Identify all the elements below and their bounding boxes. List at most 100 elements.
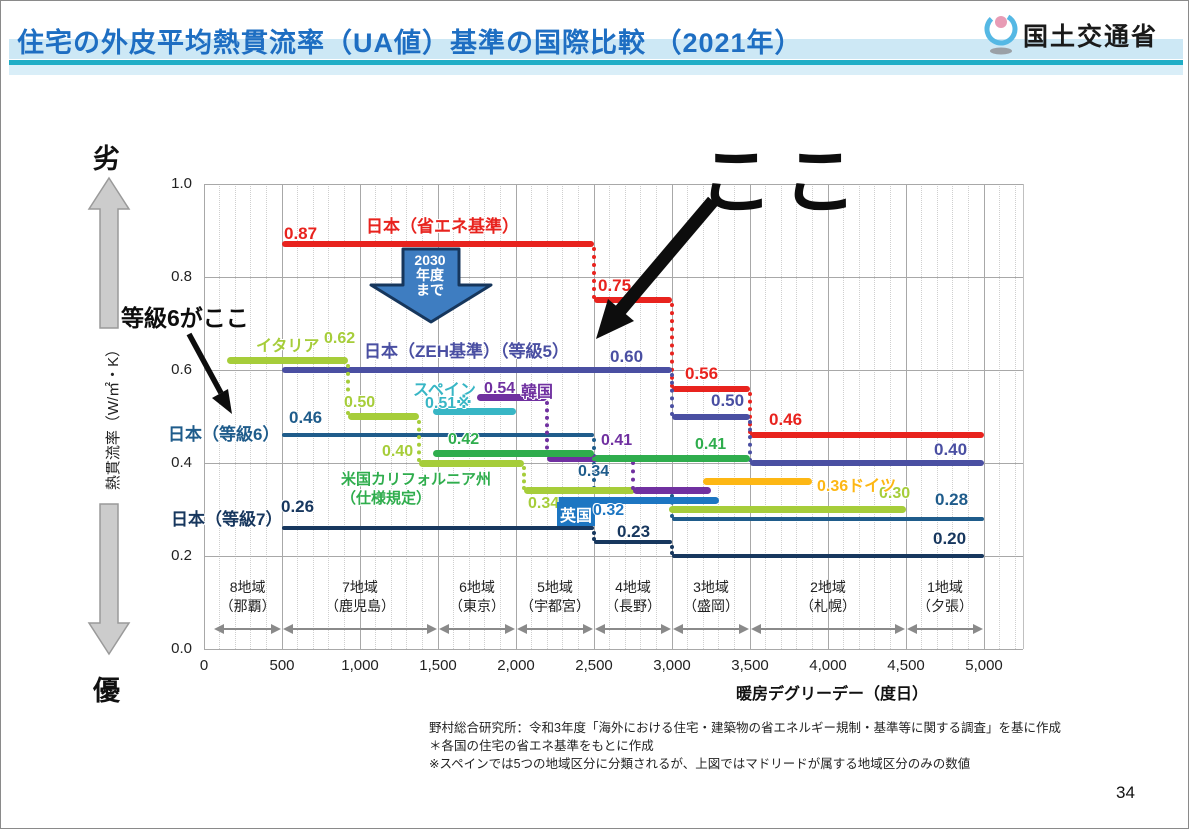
chart-value-label: 日本（等級7） (171, 510, 283, 529)
gridline-major-v (827, 184, 829, 649)
series-segment (477, 394, 548, 402)
gridline-minor-v (952, 184, 954, 649)
gridline-minor-v (889, 184, 891, 649)
gridline-minor-v (234, 184, 236, 649)
gridline-minor-v (796, 184, 798, 649)
x-tick-label: 0 (199, 657, 209, 674)
region-city: （盛岡） (683, 598, 739, 614)
chart-value-label: 0.41 (695, 436, 727, 453)
series-step-connector (417, 419, 422, 462)
series-step-connector (670, 493, 674, 518)
chart-value-label: 米国カリフォルニア州 (341, 471, 492, 488)
chart-value-label: スペイン (413, 382, 476, 399)
gridline-minor-v (577, 184, 579, 649)
series-segment (547, 454, 633, 462)
region-range-line (526, 628, 584, 630)
chart-value-label: 0.40 (382, 443, 414, 460)
big-here-label: ここ (699, 140, 867, 223)
y-tick-label: 0.6 (171, 361, 192, 378)
gridline-minor-v (936, 184, 938, 649)
x-tick-label: 5,000 (965, 657, 1003, 674)
plot-right-border (1023, 184, 1024, 649)
series-segment (750, 432, 984, 439)
series-segment (555, 496, 719, 504)
y-tick-label: 0.8 (171, 268, 192, 285)
gridline-minor-v (562, 184, 564, 649)
chart-value-label: 日本（ZEH基準）（等級5） (364, 342, 569, 361)
region-name: 3地域 (693, 579, 729, 595)
arrow-2030-line3: まで (416, 282, 444, 298)
series-segment (594, 454, 750, 462)
gridline-minor-v (265, 184, 267, 649)
gridline-major-h (204, 555, 1023, 557)
y-tick-label: 0.0 (171, 640, 192, 657)
x-tick-label: 2,000 (497, 657, 535, 674)
chart-value-label: 0.40 (934, 440, 968, 459)
region-arrow-right-icon (661, 624, 671, 634)
chart-value-label: 日本（省エネ基準） (366, 217, 519, 236)
region-arrow-right-icon (583, 624, 593, 634)
region-arrow-left-icon (439, 624, 449, 634)
source-note-2: ＊各国の住宅の省エネ基準をもとに作成 (429, 739, 654, 753)
chart-value-label: 0.20 (933, 529, 967, 548)
series-segment (594, 540, 672, 545)
gridline-minor-v (312, 184, 314, 649)
grade6-here-label: 等級6がここ (121, 305, 249, 331)
gridline-minor-v (921, 184, 923, 649)
chart-value-label: 0.34 (578, 463, 610, 480)
y-tick-label: 0.2 (171, 547, 192, 564)
series-step-connector (748, 419, 752, 462)
series-step-connector (545, 400, 550, 458)
chart-value-label: 日本（等級6） (168, 425, 280, 444)
chart-value-label: （仕様規定） (341, 490, 432, 507)
gridline-minor-v (765, 184, 767, 649)
gridline-minor-v (421, 184, 423, 649)
series-step-connector (670, 545, 674, 555)
gridline-minor-v (531, 184, 533, 649)
series-segment (672, 385, 750, 392)
chart-value-label: 0.87 (284, 224, 318, 243)
x-tick-label: 3,500 (731, 657, 769, 674)
better-label: 優 (93, 676, 120, 706)
series-step-connector (521, 466, 526, 490)
series-step-connector (592, 438, 596, 490)
chart-value-label: 0.50 (711, 391, 745, 410)
gridline-major-h (204, 462, 1023, 464)
region-arrow-right-icon (895, 624, 905, 634)
region-name: 4地域 (615, 579, 651, 595)
chart-value-label: 0.28 (935, 490, 969, 509)
gridline-minor-v (328, 184, 330, 649)
gridline-minor-v (499, 184, 501, 649)
header-band-light (9, 39, 1183, 59)
chart-value-label: 0.41 (601, 432, 633, 449)
region-arrow-left-icon (595, 624, 605, 634)
series-step-connector (670, 373, 674, 416)
gridline-minor-v (1014, 184, 1016, 649)
region-city: （長野） (605, 598, 661, 614)
region-arrow-left-icon (214, 624, 225, 634)
x-tick-label: 500 (269, 657, 295, 674)
chart-value-label: 0.75 (598, 276, 632, 295)
chart-value-label: 0.56 (685, 364, 719, 383)
page-number: 34 (1116, 783, 1135, 802)
arrow-2030-line2: 年度 (416, 267, 444, 283)
series-segment (282, 367, 672, 373)
series-segment (750, 460, 984, 466)
gridline-minor-v (967, 184, 969, 649)
chart-value-label: 0.23 (617, 522, 651, 541)
gridline-major-v (437, 184, 439, 649)
series-segment (668, 506, 906, 513)
region-arrow-right-icon (427, 624, 437, 634)
series-segment (523, 487, 635, 495)
region-name: 5地域 (537, 579, 573, 595)
gridline-minor-v (780, 184, 782, 649)
header-band-teal (9, 60, 1183, 65)
series-segment (703, 478, 813, 486)
chart-value-label: 0.54 (484, 380, 516, 397)
series-segment (419, 459, 524, 467)
x-tick-label: 1,500 (419, 657, 457, 674)
series-segment (433, 408, 516, 416)
region-city: （那覇） (219, 598, 276, 614)
region-name: 1地域 (927, 579, 963, 595)
